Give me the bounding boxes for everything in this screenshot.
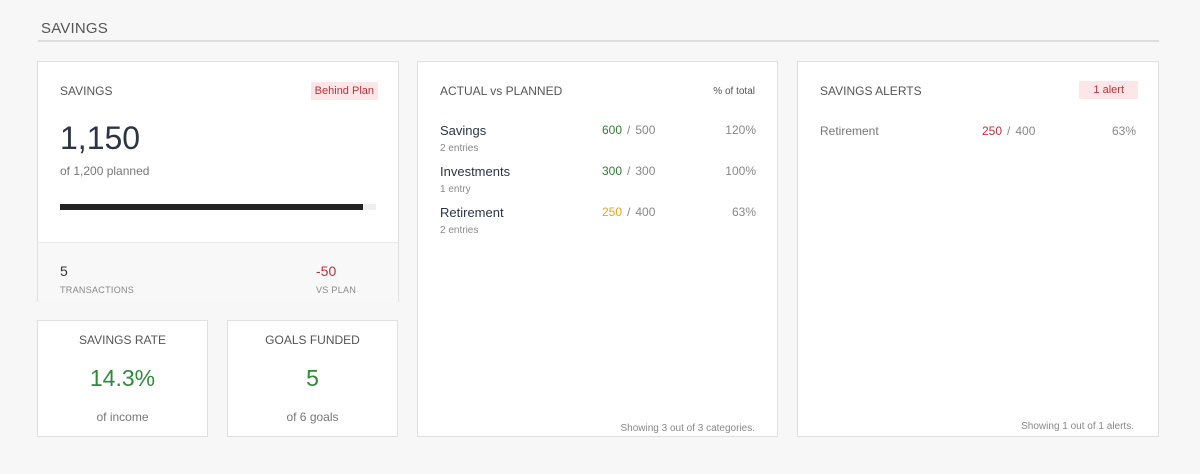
card-title: ACTUAL vs PLANNED [440,84,563,98]
summary-footer: 5 TRANSACTIONS -50 VS PLAN [38,242,398,302]
category-pct: 63% [731,205,756,219]
savings-alerts-card: SAVINGS ALERTS 1 alert Retirement 250/40… [797,61,1159,437]
category-pct: 100% [725,164,756,178]
category-row: Retirement 2 entries 250/400 63% [440,205,756,245]
category-values: 600/500 [602,123,656,137]
planned-amount: of 1,200 planned [60,164,150,178]
transactions-label: TRANSACTIONS [60,285,135,295]
category-name: Investments [440,164,511,179]
transactions-count: 5 [60,263,68,279]
vs-plan-value: -50 [316,263,337,279]
planned-value: 300 [635,164,656,178]
progress-fill [60,204,363,210]
card-title: SAVINGS [60,84,113,98]
card-title: SAVINGS ALERTS [820,84,922,98]
category-entries: 1 entry [440,184,471,195]
vs-plan-label: VS PLAN [316,285,357,295]
alerts-count: Showing 1 out of 1 alerts. [1021,421,1134,432]
savings-summary-card: SAVINGS Behind Plan 1,150 of 1,200 plann… [37,61,399,302]
savings-rate-sub: of income [96,410,149,424]
category-row: Investments 1 entry 300/300 100% [440,164,756,204]
card-title: SAVINGS RATE [79,333,166,347]
alert-row: Retirement 250/400 63% [820,124,1136,144]
pct-column-header: % of total [713,86,755,97]
actual-amount: 1,150 [60,120,141,156]
goals-funded-sub: of 6 goals [286,410,339,424]
category-pct: 120% [725,123,756,137]
actual-value: 250 [602,205,623,219]
planned-value: 400 [1015,124,1036,138]
planned-value: 400 [635,205,656,219]
card-title: GOALS FUNDED [265,333,360,347]
categories-count: Showing 3 out of 3 categories. [620,423,755,434]
goals-funded-card: GOALS FUNDED 5 of 6 goals [227,320,398,437]
alert-count-badge: 1 alert [1079,81,1138,99]
category-values: 300/300 [602,164,656,178]
actual-value: 250 [982,124,1003,138]
title-divider [38,40,1159,42]
alert-name: Retirement [820,124,879,138]
actual-value: 600 [602,123,623,137]
category-row: Savings 2 entries 600/500 120% [440,123,756,163]
category-name: Retirement [440,205,504,220]
actual-vs-planned-card: ACTUAL vs PLANNED % of total Savings 2 e… [417,61,778,437]
actual-value: 300 [602,164,623,178]
alert-pct: 63% [1111,124,1136,138]
planned-value: 500 [635,123,656,137]
status-badge: Behind Plan [310,82,378,100]
savings-rate-value: 14.3% [89,365,156,391]
category-name: Savings [440,123,487,138]
goals-funded-value: 5 [306,365,319,391]
savings-rate-card: SAVINGS RATE 14.3% of income [37,320,208,437]
alert-values: 250/400 [982,124,1036,138]
category-entries: 2 entries [440,143,479,154]
savings-progress-bar [60,204,376,210]
category-values: 250/400 [602,205,656,219]
page-title: SAVINGS [41,20,108,37]
category-entries: 2 entries [440,225,479,236]
